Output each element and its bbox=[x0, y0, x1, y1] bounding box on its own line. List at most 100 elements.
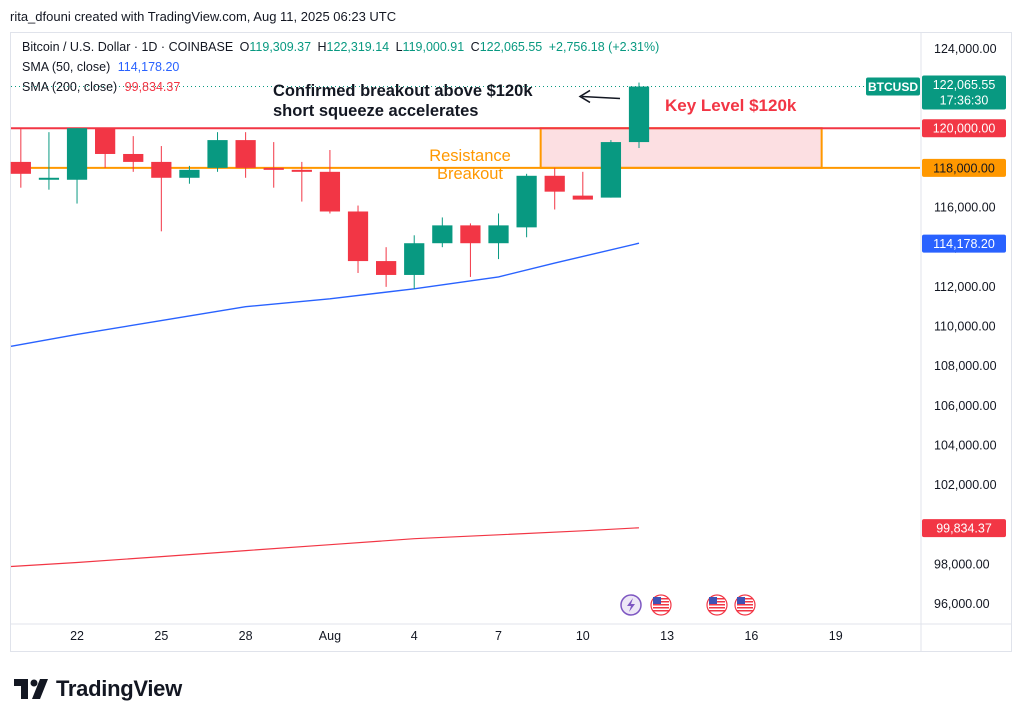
candle-body[interactable] bbox=[66, 128, 88, 180]
candle-body[interactable] bbox=[207, 140, 228, 168]
sma50-line[interactable] bbox=[10, 242, 640, 347]
candle-body[interactable] bbox=[628, 86, 650, 143]
candle-body[interactable] bbox=[544, 175, 565, 192]
candle-body[interactable] bbox=[95, 128, 116, 154]
legend-sma50-row[interactable]: SMA (50, close) 114,178.20 bbox=[22, 60, 179, 74]
flag-stripe bbox=[709, 607, 725, 609]
breakout-annotation-line2: short squeeze accelerates bbox=[273, 102, 479, 120]
sma200-tag-text: 99,834.37 bbox=[936, 522, 992, 536]
breakout-annotation-line1: Confirmed breakout above $120k bbox=[273, 82, 533, 100]
annotation-arrow-head bbox=[578, 89, 591, 104]
ohlc-open-label: O bbox=[239, 40, 250, 54]
flag-stripe bbox=[709, 610, 725, 612]
breakout-annotation: Confirmed breakout above $120k short squ… bbox=[273, 81, 533, 121]
candle-body[interactable] bbox=[404, 243, 425, 275]
ohlc-high-label: H bbox=[317, 40, 327, 54]
ohlc-low-label: L bbox=[395, 40, 403, 54]
tradingview-mark-icon bbox=[14, 679, 48, 699]
resistance-annotation: Resistance Breakout bbox=[420, 147, 520, 183]
sma50-tag-text: 114,178.20 bbox=[933, 237, 995, 251]
ohlc-high: 122,319.14 bbox=[326, 40, 390, 54]
key-level-annotation: Key Level $120k bbox=[665, 96, 797, 115]
earnings-icon[interactable] bbox=[620, 594, 642, 616]
candle-body[interactable] bbox=[319, 171, 341, 212]
candle-body[interactable] bbox=[460, 225, 481, 244]
price-tick-label: 106,000.00 bbox=[934, 399, 997, 413]
price-tick-label: 104,000.00 bbox=[934, 439, 997, 453]
price-tick-label: 102,000.00 bbox=[934, 478, 997, 492]
time-tick-label: 19 bbox=[829, 629, 843, 643]
candle-body[interactable] bbox=[432, 225, 453, 244]
candle-body[interactable] bbox=[123, 153, 144, 162]
level-120-tag-bg bbox=[922, 119, 1006, 138]
last-price-tag-text: 122,065.55 bbox=[933, 78, 996, 92]
time-tick-label: 4 bbox=[411, 629, 418, 643]
candle-body[interactable] bbox=[600, 142, 622, 198]
symbol-name: Bitcoin / U.S. Dollar · 1D · COINBASE bbox=[22, 40, 234, 54]
sma50-label: SMA (50, close) bbox=[22, 60, 111, 74]
time-tick-label: 28 bbox=[239, 629, 253, 643]
flag-stripe bbox=[737, 604, 753, 606]
candle-body[interactable] bbox=[376, 261, 397, 275]
candle-body[interactable] bbox=[347, 211, 369, 262]
flag-stripe bbox=[653, 610, 669, 612]
flag-canton bbox=[709, 597, 717, 604]
us-flag-icon[interactable] bbox=[650, 594, 672, 616]
sma200-line[interactable] bbox=[10, 527, 640, 568]
candle-body[interactable] bbox=[516, 175, 537, 228]
flag-canton bbox=[653, 597, 661, 604]
candle-body[interactable] bbox=[10, 161, 31, 174]
us-flag-icon[interactable] bbox=[734, 594, 756, 616]
time-tick-label: 13 bbox=[660, 629, 674, 643]
candle-body[interactable] bbox=[572, 195, 593, 200]
price-tick-label: 124,000.00 bbox=[934, 42, 997, 56]
annotation-arrow-line bbox=[581, 95, 621, 100]
last-price-tag-bg bbox=[922, 75, 1006, 110]
resistance-annotation-line1: Resistance bbox=[429, 147, 511, 165]
price-tick-label: 96,000.00 bbox=[934, 597, 990, 611]
candle-body[interactable] bbox=[263, 167, 284, 170]
tradingview-logo[interactable]: TradingView bbox=[14, 676, 182, 702]
lightning-icon bbox=[627, 598, 635, 612]
candle-body[interactable] bbox=[38, 177, 60, 180]
sma200-value: 99,834.37 bbox=[124, 80, 181, 94]
ohlc-close: 122,065.55 bbox=[479, 40, 543, 54]
flag-stripe bbox=[653, 607, 669, 609]
header-credit: rita_dfouni created with TradingView.com… bbox=[10, 9, 397, 24]
price-tick-label: 98,000.00 bbox=[934, 558, 990, 572]
time-tick-label: 22 bbox=[70, 629, 84, 643]
time-tick-label: 25 bbox=[154, 629, 168, 643]
time-tick-label: 16 bbox=[744, 629, 758, 643]
symbol-tag-bg bbox=[866, 77, 920, 96]
sma50-tag-bg bbox=[922, 234, 1006, 253]
level-120-tag-text: 120,000.00 bbox=[933, 122, 996, 136]
level-118-tag-bg bbox=[922, 158, 1006, 177]
ohlc-close-label: C bbox=[470, 40, 480, 54]
us-flag-icon[interactable] bbox=[706, 594, 728, 616]
ohlc-change: +2,756.18 (+2.31%) bbox=[548, 40, 660, 54]
ohlc-open: 119,309.37 bbox=[249, 40, 312, 54]
flag-stripe bbox=[737, 610, 753, 612]
symbol-tag-text[interactable]: BTCUSD bbox=[868, 80, 918, 94]
brand-name: TradingView bbox=[56, 676, 182, 701]
price-tick-label: 108,000.00 bbox=[934, 359, 997, 373]
candle-body[interactable] bbox=[488, 225, 509, 244]
price-tick-label: 116,000.00 bbox=[934, 201, 996, 215]
time-tick-label: 10 bbox=[576, 629, 590, 643]
level-118-tag-text: 118,000.00 bbox=[933, 161, 995, 175]
sma200-label: SMA (200, close) bbox=[22, 80, 118, 94]
flag-stripe bbox=[709, 604, 725, 606]
legend-sma200-row[interactable]: SMA (200, close) 99,834.37 bbox=[22, 80, 180, 94]
chart-frame bbox=[10, 32, 1012, 652]
sma50-value: 114,178.20 bbox=[117, 60, 180, 74]
candle-body[interactable] bbox=[179, 169, 200, 178]
candle-body[interactable] bbox=[235, 140, 256, 168]
flag-stripe bbox=[653, 604, 669, 606]
ohlc-low: 119,000.91 bbox=[402, 40, 465, 54]
resistance-annotation-line2: Breakout bbox=[436, 165, 504, 183]
candle-body[interactable] bbox=[291, 169, 312, 172]
candle-body[interactable] bbox=[151, 161, 172, 178]
flag-stripe bbox=[737, 607, 753, 609]
time-tick-label: Aug bbox=[319, 629, 341, 643]
